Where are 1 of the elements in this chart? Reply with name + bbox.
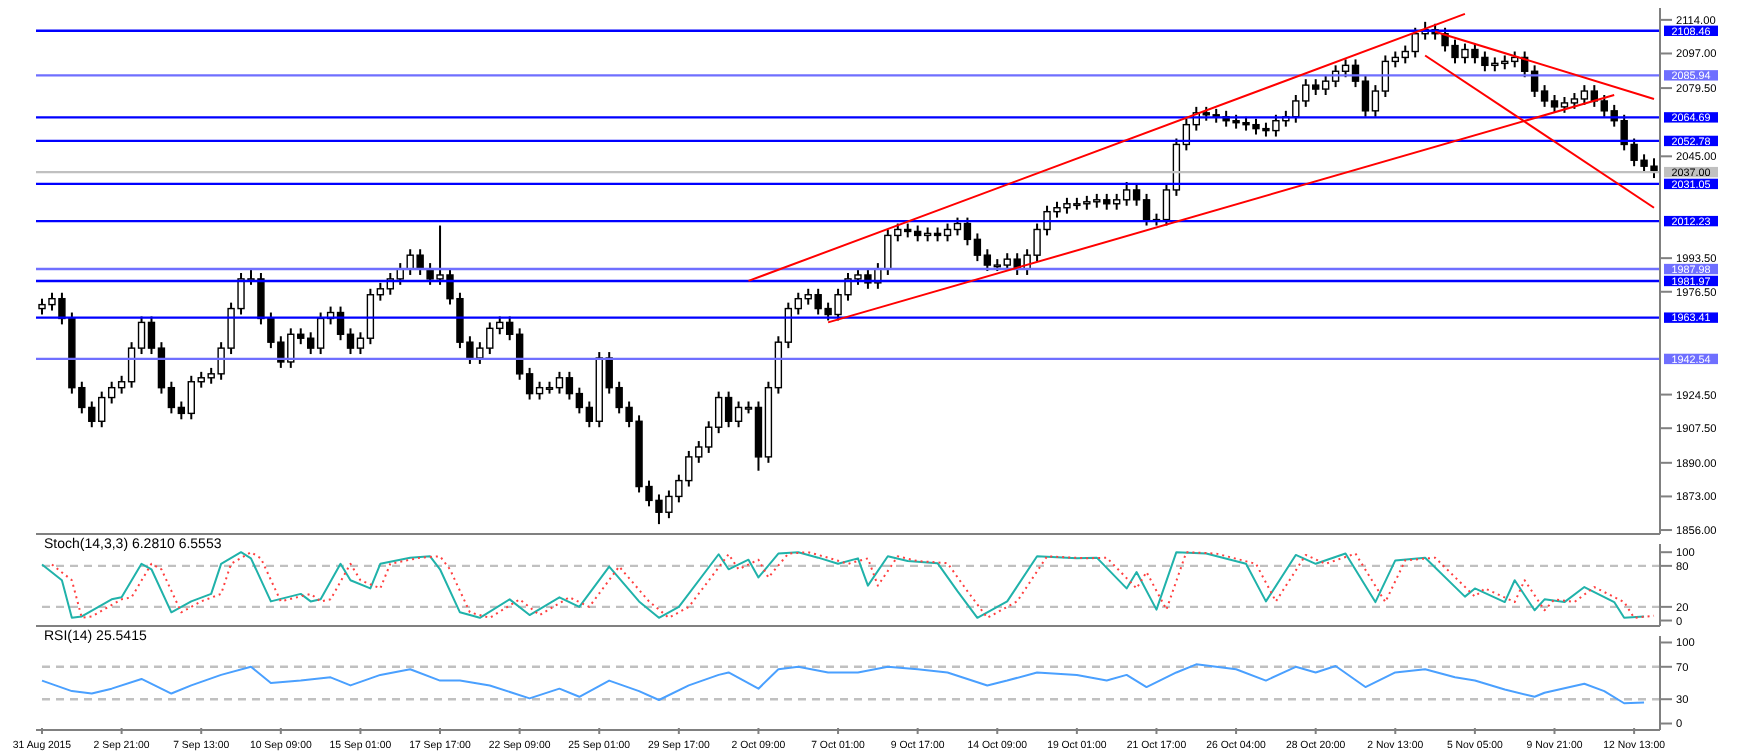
line-series [41, 663, 1646, 705]
